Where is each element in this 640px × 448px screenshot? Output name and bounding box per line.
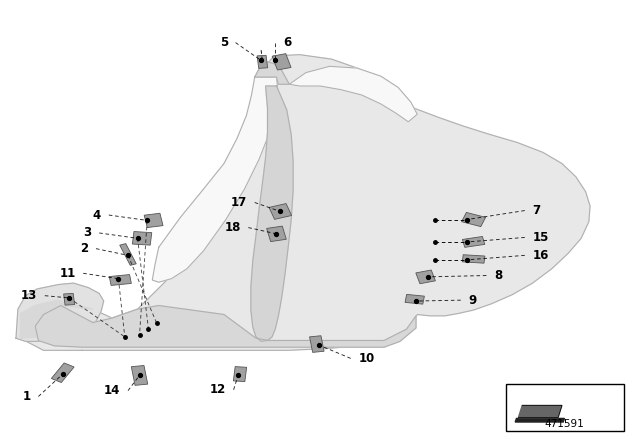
Polygon shape (20, 55, 590, 350)
Text: 16: 16 (532, 249, 549, 262)
Polygon shape (152, 77, 278, 282)
Polygon shape (51, 363, 74, 383)
Polygon shape (131, 366, 148, 385)
Text: 6: 6 (283, 36, 291, 49)
Polygon shape (257, 55, 268, 69)
Text: 14: 14 (104, 384, 120, 397)
Polygon shape (269, 203, 292, 220)
Text: 17: 17 (231, 196, 247, 209)
Polygon shape (462, 255, 485, 263)
Polygon shape (251, 86, 293, 341)
Polygon shape (234, 366, 246, 382)
Text: 3: 3 (83, 226, 92, 240)
Polygon shape (255, 62, 289, 84)
Text: 13: 13 (21, 289, 37, 302)
Text: 15: 15 (532, 231, 549, 244)
Text: 8: 8 (494, 269, 502, 282)
Polygon shape (35, 306, 416, 347)
Polygon shape (120, 244, 136, 265)
Polygon shape (16, 283, 104, 341)
Text: 7: 7 (532, 204, 541, 217)
Text: 4: 4 (93, 208, 101, 222)
Polygon shape (310, 336, 324, 353)
Polygon shape (405, 294, 424, 304)
Polygon shape (20, 300, 93, 338)
Text: 471591: 471591 (545, 419, 584, 429)
Polygon shape (109, 275, 131, 285)
Polygon shape (289, 66, 417, 122)
Text: 10: 10 (358, 352, 374, 365)
Text: 5: 5 (220, 36, 228, 49)
Polygon shape (416, 270, 435, 284)
Text: 2: 2 (80, 242, 88, 255)
Text: 1: 1 (22, 390, 31, 403)
Polygon shape (272, 54, 291, 70)
Polygon shape (515, 418, 564, 422)
Polygon shape (144, 213, 163, 228)
Text: 12: 12 (210, 383, 226, 396)
Polygon shape (132, 232, 152, 245)
Polygon shape (267, 226, 286, 241)
Text: 11: 11 (60, 267, 76, 280)
Text: 18: 18 (224, 221, 241, 234)
Text: 9: 9 (468, 293, 477, 307)
Polygon shape (461, 212, 486, 227)
Bar (506, 384, 624, 431)
Polygon shape (462, 237, 485, 247)
Polygon shape (63, 293, 75, 305)
Polygon shape (518, 405, 562, 418)
